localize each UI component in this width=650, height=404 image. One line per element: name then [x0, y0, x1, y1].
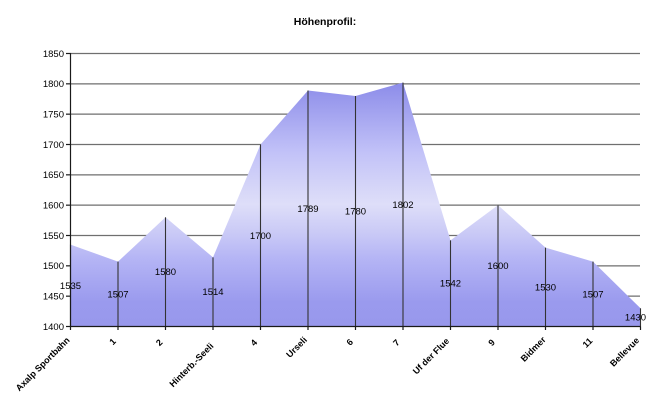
- svg-text:1500: 1500: [43, 261, 64, 272]
- svg-text:1750: 1750: [43, 109, 64, 120]
- svg-text:1507: 1507: [582, 289, 603, 300]
- svg-text:1650: 1650: [43, 170, 64, 181]
- svg-text:7: 7: [391, 337, 402, 348]
- svg-text:1400: 1400: [43, 322, 64, 333]
- svg-text:1514: 1514: [202, 287, 223, 298]
- svg-text:1580: 1580: [155, 267, 176, 278]
- svg-text:1850: 1850: [43, 49, 64, 60]
- svg-text:9: 9: [486, 337, 497, 348]
- svg-text:1550: 1550: [43, 231, 64, 242]
- svg-text:1535: 1535: [60, 281, 81, 292]
- svg-text:2: 2: [154, 337, 165, 348]
- svg-text:1600: 1600: [487, 261, 508, 272]
- svg-text:1780: 1780: [345, 207, 366, 218]
- svg-text:1800: 1800: [43, 79, 64, 90]
- svg-text:1789: 1789: [297, 204, 318, 215]
- svg-text:6: 6: [344, 337, 355, 348]
- svg-text:1700: 1700: [250, 231, 271, 242]
- svg-text:1600: 1600: [43, 200, 64, 211]
- svg-text:1700: 1700: [43, 140, 64, 151]
- svg-text:Höhenprofil:: Höhenprofil:: [294, 16, 356, 28]
- svg-text:4: 4: [249, 337, 260, 348]
- svg-text:1430: 1430: [625, 313, 646, 324]
- svg-text:1507: 1507: [107, 289, 128, 300]
- svg-text:1542: 1542: [440, 279, 461, 290]
- svg-text:1802: 1802: [392, 200, 413, 211]
- svg-text:1530: 1530: [535, 282, 556, 293]
- svg-text:1: 1: [107, 336, 118, 347]
- svg-text:1450: 1450: [43, 291, 64, 302]
